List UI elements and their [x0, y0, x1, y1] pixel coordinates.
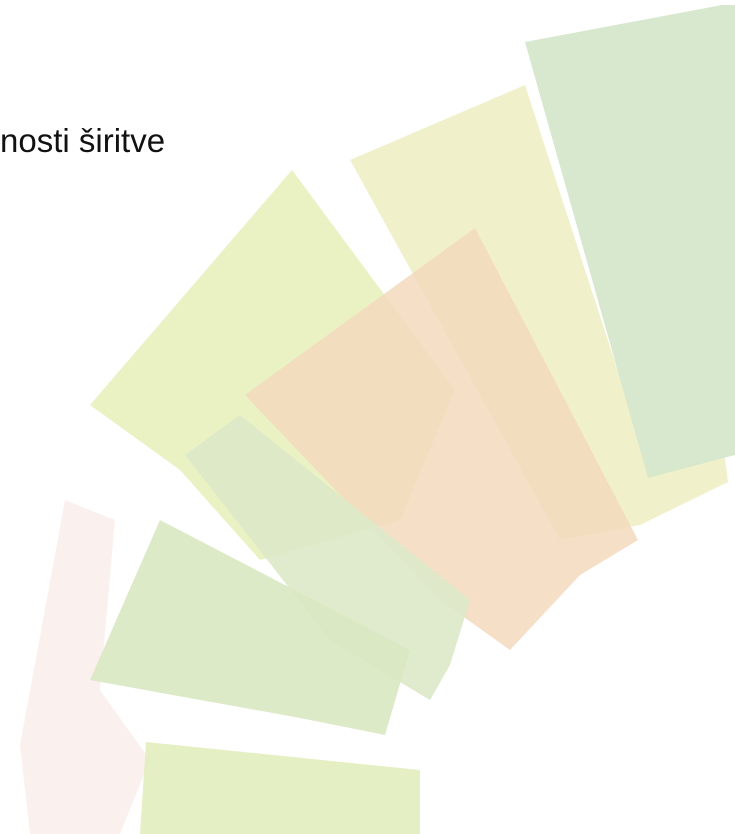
fan-blade: [140, 742, 420, 834]
slide: nosti širitve (() => { const data = JSON…: [0, 0, 735, 834]
slide-title: nosti širitve: [0, 122, 165, 160]
